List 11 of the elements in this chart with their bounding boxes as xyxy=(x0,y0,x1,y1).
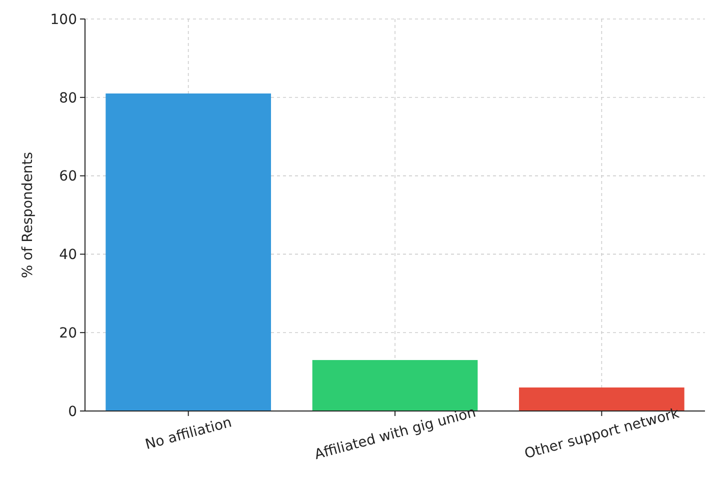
x-tick-label: No affiliation xyxy=(144,414,234,454)
bar xyxy=(106,93,271,411)
y-tick-label: 60 xyxy=(59,168,77,185)
y-tick-label: 100 xyxy=(50,12,77,28)
y-tick-label: 40 xyxy=(59,247,77,264)
x-tick-label: Other support network xyxy=(522,405,682,462)
y-tick-label: 20 xyxy=(59,326,77,342)
y-tick-label: 0 xyxy=(68,404,77,420)
y-axis-title: % of Respondents xyxy=(20,152,36,278)
y-tick-label: 80 xyxy=(59,90,77,106)
bar xyxy=(312,360,478,411)
